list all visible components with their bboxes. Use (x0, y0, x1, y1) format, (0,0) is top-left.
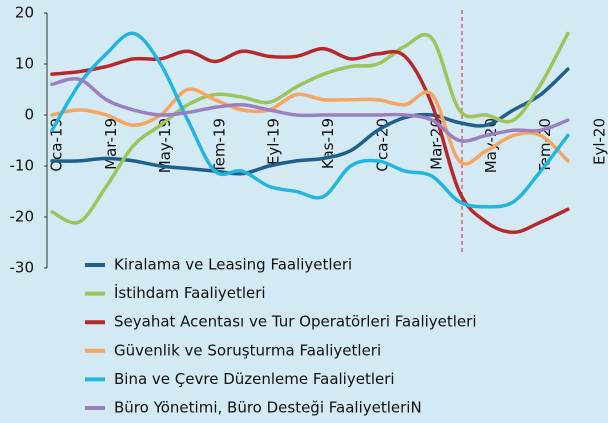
x-tick-label: Eyl-19 (265, 118, 283, 165)
x-tick-label: May-19 (156, 118, 174, 173)
series-line (50, 31, 570, 225)
series-line (50, 31, 570, 209)
legend-label: Büro Yönetimi, Büro Desteği Faaliyetleri… (114, 399, 422, 417)
legend-label: Bina ve Çevre Düzenleme Faaliyetleri (114, 370, 395, 388)
x-tick-label: Kas-19 (319, 118, 337, 169)
y-tick-label: 10 (15, 55, 34, 73)
x-tick-label: Mar-19 (102, 118, 120, 170)
y-tick-label: -10 (10, 157, 35, 175)
y-tick-label: 0 (24, 106, 34, 124)
series-line (50, 67, 570, 176)
y-tick-label: -20 (10, 208, 35, 226)
legend-label: Kiralama ve Leasing Faaliyetleri (114, 256, 352, 274)
series-line (50, 46, 570, 235)
y-tick-label: -30 (10, 259, 35, 277)
legend-label: İstihdam Faaliyetleri (114, 283, 266, 302)
y-tick-label: 20 (15, 4, 34, 22)
x-tick-label: Tem-19 (210, 118, 228, 174)
legend-label: Seyahat Acentası ve Tur Operatörleri Faa… (114, 313, 477, 331)
x-tick-label: Eyl-20 (591, 118, 608, 165)
legend-label: Güvenlik ve Soruşturma Faaliyetleri (114, 341, 381, 359)
series-line (50, 87, 570, 166)
series-line (50, 77, 570, 143)
x-tick-label: Oca-19 (48, 118, 66, 172)
